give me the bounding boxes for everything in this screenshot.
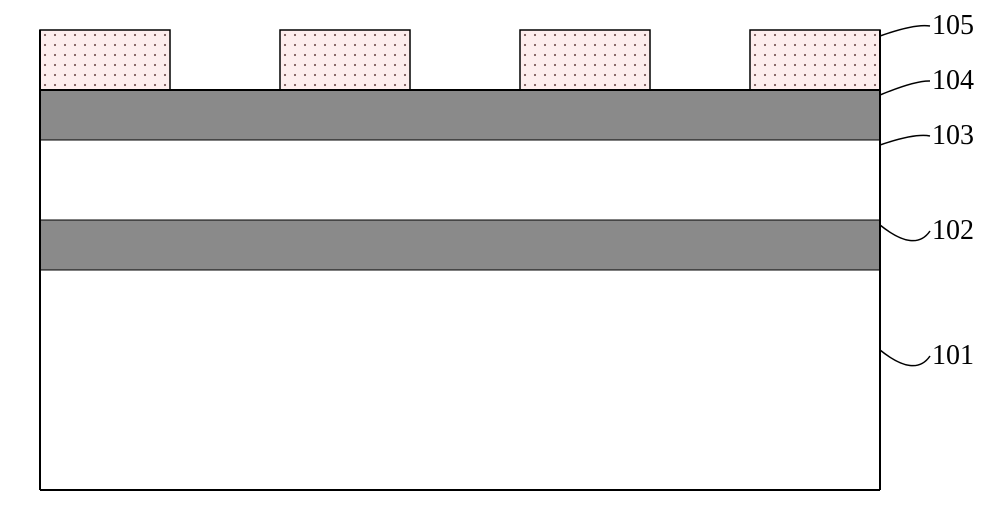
label-105: 105 bbox=[932, 10, 974, 41]
top-block-1 bbox=[280, 30, 410, 90]
label-104: 104 bbox=[932, 65, 974, 96]
top-block-2 bbox=[520, 30, 650, 90]
leader-103 bbox=[880, 135, 930, 145]
label-101: 101 bbox=[932, 340, 974, 371]
layer-101 bbox=[40, 270, 880, 490]
leader-104 bbox=[880, 81, 930, 95]
layer-104 bbox=[40, 90, 880, 140]
label-103: 103 bbox=[932, 120, 974, 151]
layer-103 bbox=[40, 140, 880, 220]
leader-102 bbox=[880, 225, 930, 241]
layer-102 bbox=[40, 220, 880, 270]
label-102: 102 bbox=[932, 215, 974, 246]
leader-105 bbox=[880, 26, 930, 36]
leader-101 bbox=[880, 350, 930, 366]
top-block-0 bbox=[40, 30, 170, 90]
top-block-3 bbox=[750, 30, 880, 90]
